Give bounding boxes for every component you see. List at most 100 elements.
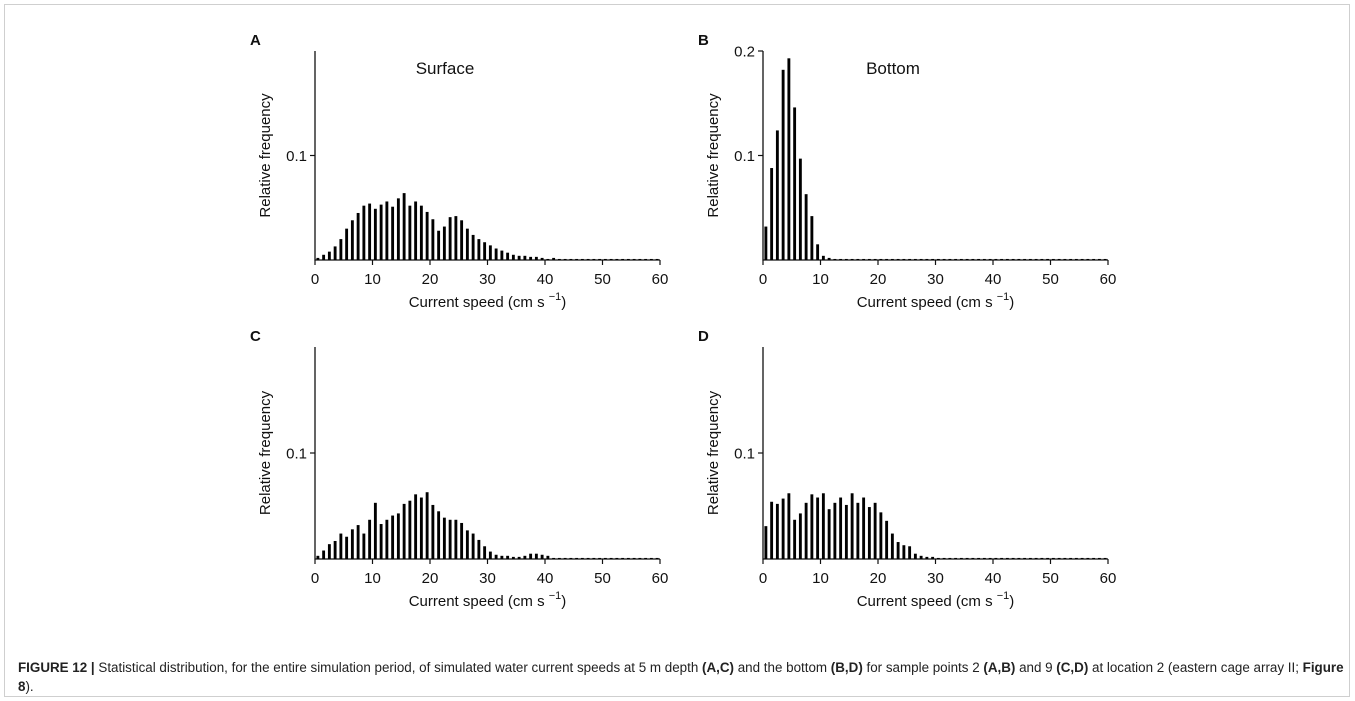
bar [465,530,469,559]
bar [557,258,561,260]
x-axis-label: Current speed (cm s −1) [857,590,1015,610]
bar [1023,258,1027,260]
bar [322,550,326,559]
bar [644,557,648,559]
x-tick-label: 60 [652,271,669,288]
bar [902,545,906,559]
bar [362,205,366,260]
bar [896,542,900,559]
bar [408,500,412,559]
bar [770,501,774,559]
bar [1069,557,1073,559]
bar [873,258,877,260]
bar [431,504,435,559]
x-tick-label: 50 [594,271,611,288]
bar [942,258,946,260]
figure-plots: A Surface 0.1 Relative frequency 0 10 20 30 40 50… [250,32,1116,610]
bar [465,228,469,260]
bar [896,258,900,260]
bar [517,255,521,260]
bar [350,529,354,559]
bar [563,258,567,260]
x-axis-label: Current speed (cm s −1) [409,590,567,610]
bar [523,255,527,260]
bar [827,509,831,559]
bar [511,556,515,559]
x-tick-label: 0 [759,570,767,587]
caption-text-2: and the bottom [734,660,831,675]
y-tick-label: 0.1 [286,148,307,165]
chart-panel-b: B Bottom 0.1 0.2 Relative frequency 0 10 20 30 40… [698,32,1116,311]
bar [1028,258,1032,260]
caption-ref-figure-8[interactable]: Figure 8 [18,660,1344,694]
x-tick-label: 60 [652,570,669,587]
bar [655,258,659,260]
bar [977,557,981,559]
bar [810,216,814,260]
bar [954,258,958,260]
bar [615,258,619,260]
bar [764,526,768,559]
caption-text-6: ). [25,679,34,694]
bar [373,208,377,260]
y-tick-label: 0.1 [734,148,755,165]
bar [632,557,636,559]
bar [408,205,412,260]
bar [442,226,446,260]
bar [454,216,458,260]
bar [919,258,923,260]
x-tick-label: 30 [927,271,944,288]
x-tick-label: 30 [479,570,496,587]
bar [1086,258,1090,260]
bar [781,69,785,260]
x-tick-label: 10 [364,271,381,288]
x-axis-label: Current speed (cm s −1) [409,291,567,311]
x-tick-label: 30 [927,570,944,587]
bar [402,193,406,260]
bar [931,556,935,559]
bar [1051,557,1055,559]
bar [638,557,642,559]
bar [483,546,487,559]
bar [994,258,998,260]
y-tick-label: 0.1 [286,446,307,463]
bar [603,258,607,260]
x-tick-label: 40 [537,570,554,587]
bar [885,520,889,559]
bar [1080,557,1084,559]
bar [477,539,481,559]
bar [925,556,929,559]
bar [1034,557,1038,559]
bar [1057,258,1061,260]
x-tick-label: 20 [870,271,887,288]
bar [1063,557,1067,559]
x-tick-label: 20 [870,570,887,587]
bar [1074,557,1078,559]
bar [534,256,538,260]
bar [793,519,797,559]
bar [965,258,969,260]
bar [529,256,533,260]
bar [908,546,912,559]
bar [885,258,889,260]
bar [936,557,940,559]
bar [368,519,372,559]
bar [362,533,366,559]
bar [804,502,808,559]
bar [586,557,590,559]
bar [1000,258,1004,260]
caption-ref-ab: (A,B) [983,660,1016,675]
bar [833,258,837,260]
bar [586,258,590,260]
bar [1057,557,1061,559]
bar [419,205,423,260]
bar [506,252,510,260]
x-tick-label: 50 [1042,271,1059,288]
bar [770,168,774,260]
bar [977,258,981,260]
bar [385,201,389,260]
x-tick-label: 0 [311,570,319,587]
bar [379,204,383,260]
bar [534,553,538,559]
bar [1097,557,1101,559]
